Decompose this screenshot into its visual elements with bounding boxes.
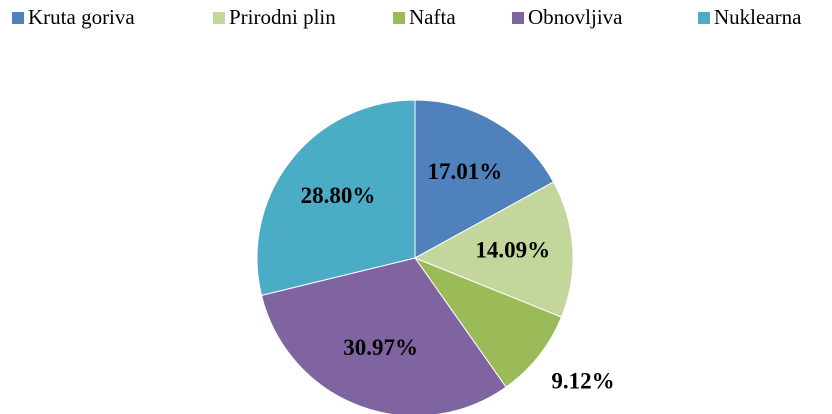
pie-slice bbox=[414, 99, 555, 259]
pie-slice bbox=[413, 256, 563, 388]
legend: Kruta goriva Prirodni plin Nafta Obnovljiva… bbox=[12, 5, 802, 29]
legend-swatch bbox=[512, 12, 524, 24]
legend-label: Prirodni plin bbox=[229, 5, 336, 29]
legend-swatch bbox=[393, 12, 405, 24]
pie-slice bbox=[256, 99, 416, 296]
pie-slice bbox=[413, 181, 574, 318]
legend-label: Nuklearna bbox=[714, 5, 802, 29]
data-label: 14.09% bbox=[475, 237, 550, 262]
legend-swatch bbox=[698, 12, 710, 24]
legend-label: Obnovljiva bbox=[528, 5, 623, 29]
legend-label: Kruta goriva bbox=[28, 5, 135, 29]
data-label: 9.12% bbox=[551, 368, 614, 393]
data-label: 30.97% bbox=[343, 335, 418, 360]
legend-swatch bbox=[213, 12, 225, 24]
pie bbox=[256, 99, 574, 414]
data-label: 28.80% bbox=[301, 183, 376, 208]
legend-swatch bbox=[12, 12, 24, 24]
pie-slice bbox=[260, 257, 507, 414]
data-label: 17.01% bbox=[428, 159, 503, 184]
legend-label: Nafta bbox=[409, 5, 456, 29]
